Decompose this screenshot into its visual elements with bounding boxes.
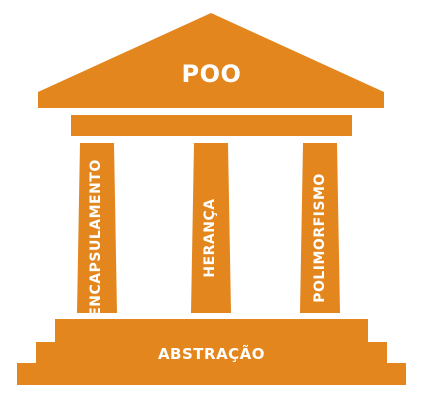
base-step-middle	[36, 342, 387, 363]
pillar-label-polimorfismo: POLIMORFISMO	[312, 173, 328, 303]
roof-title: POO	[181, 60, 242, 88]
roof-triangle	[38, 13, 384, 92]
pillar-right	[300, 143, 340, 313]
base-label: ABSTRAÇÃO	[157, 345, 266, 363]
pillar-label-encapsulamento: ENCAPSULAMENTO	[88, 159, 104, 317]
roof-band	[38, 92, 384, 108]
base-step-top	[55, 319, 368, 342]
entablature	[71, 115, 352, 136]
pillar-label-heranca: HERANÇA	[202, 198, 218, 278]
base-step-bottom	[17, 363, 406, 385]
pillar-center	[191, 143, 231, 313]
pillar-left	[77, 143, 117, 313]
